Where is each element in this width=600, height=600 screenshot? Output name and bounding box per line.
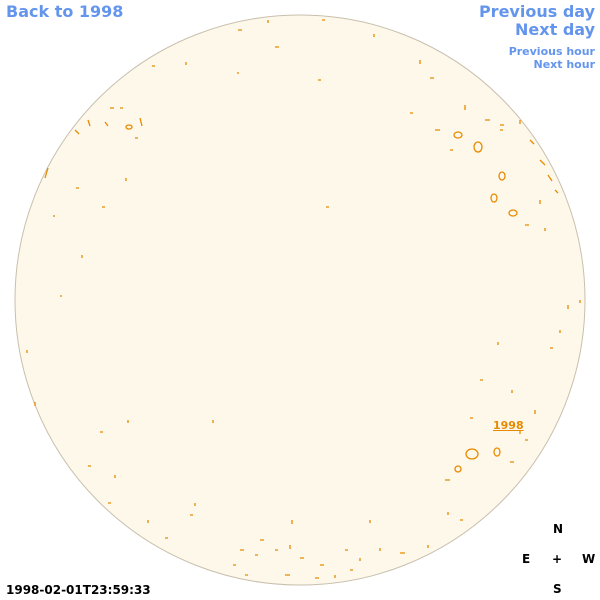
compass-north: N — [553, 522, 564, 536]
solar-disk — [14, 14, 586, 586]
back-link[interactable]: Back to 1998 — [6, 2, 124, 21]
contour — [465, 448, 479, 460]
next-hour-link[interactable]: Next hour — [533, 58, 596, 71]
contours — [26, 19, 581, 579]
contour — [500, 129, 559, 231]
contour — [194, 503, 371, 579]
contour — [454, 465, 462, 473]
contour — [493, 447, 501, 457]
contour — [498, 171, 506, 181]
next-day-link[interactable]: Next day — [515, 20, 595, 39]
contour — [125, 124, 133, 130]
contour — [410, 60, 521, 151]
contour — [379, 430, 528, 554]
compass-west: W — [582, 552, 596, 566]
contour — [490, 193, 498, 203]
contour — [240, 539, 361, 566]
previous-day-link[interactable]: Previous day — [478, 2, 595, 21]
previous-hour-link[interactable]: Previous hour — [508, 45, 595, 58]
contour — [473, 141, 483, 153]
contour — [44, 107, 143, 179]
contour — [470, 300, 581, 419]
region-link[interactable]: 1998 — [493, 419, 524, 432]
compass-east: E — [522, 552, 531, 566]
compass-center: + — [552, 552, 563, 566]
contour — [88, 420, 214, 539]
compass-south: S — [553, 582, 562, 596]
contour — [26, 137, 329, 406]
timestamp: 1998-02-01T23:59:33 — [6, 583, 151, 597]
contour — [152, 19, 375, 81]
contour — [508, 209, 518, 217]
contour — [453, 131, 463, 139]
